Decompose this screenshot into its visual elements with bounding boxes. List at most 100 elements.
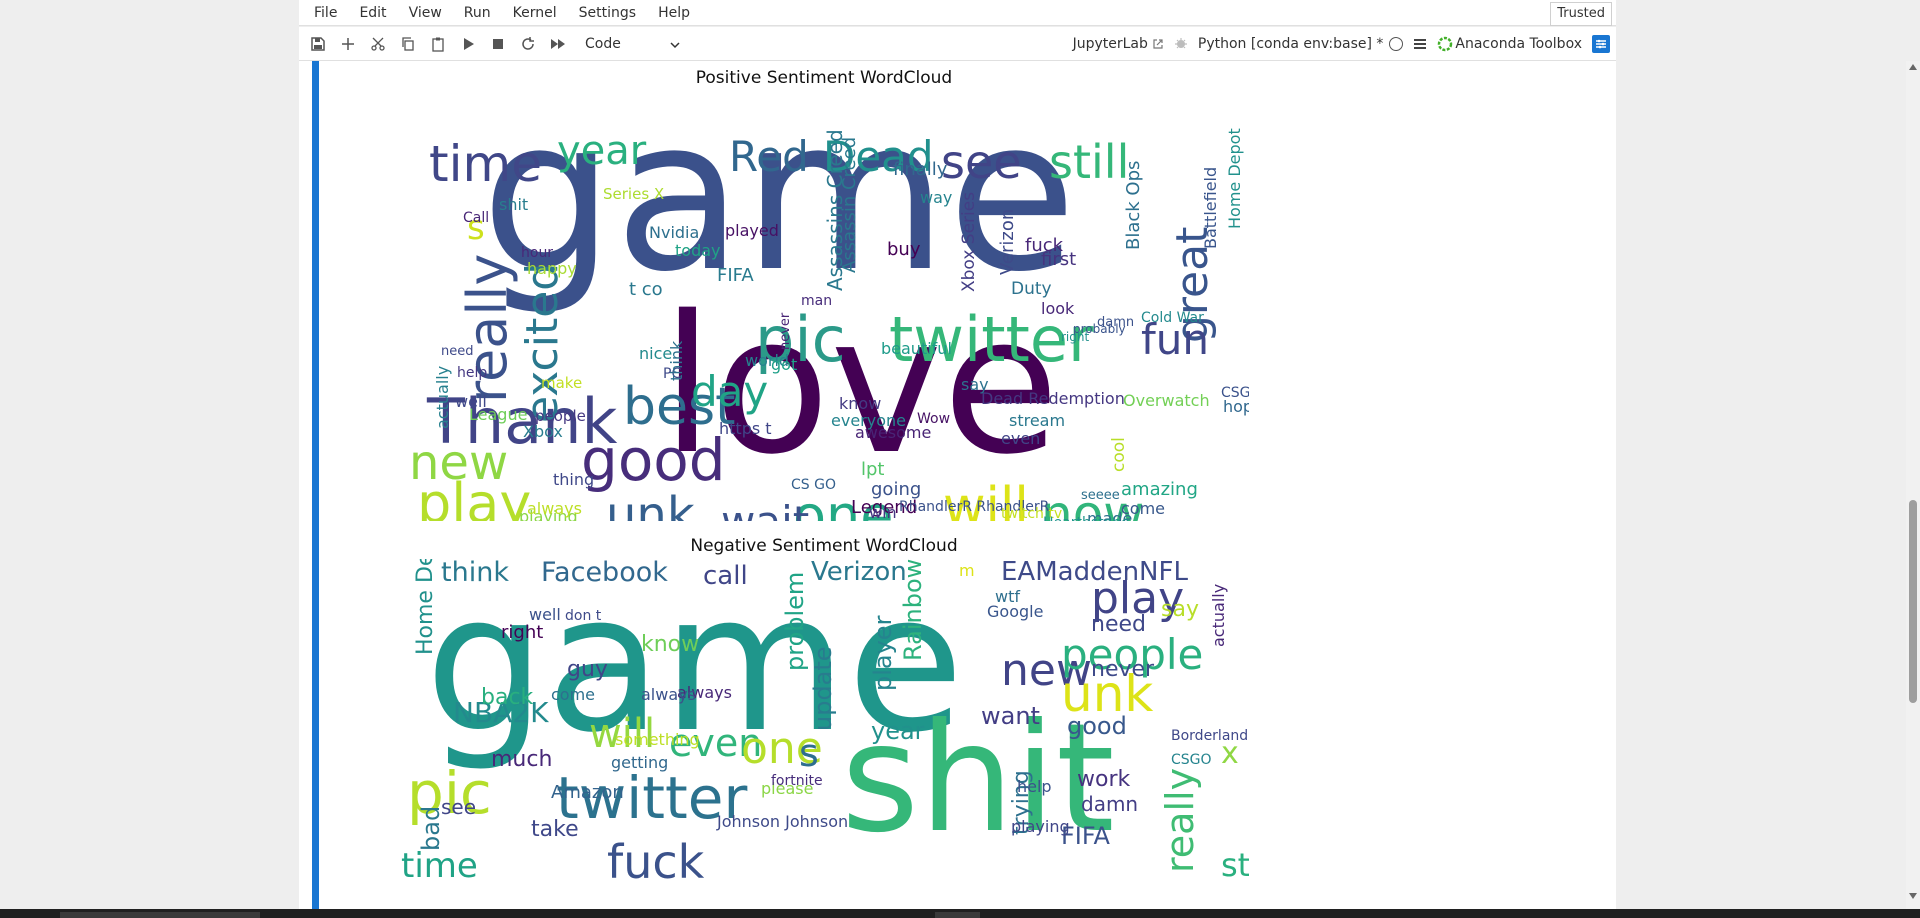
positive-cloud-word: damn [1097, 315, 1135, 330]
menu-file[interactable]: File [314, 4, 338, 21]
negative-cloud-word: right [501, 622, 544, 643]
menu-run[interactable]: Run [463, 4, 491, 21]
menu-settings[interactable]: Settings [578, 4, 637, 21]
positive-cloud-word: Dead [823, 132, 934, 181]
positive-cloud-word: right [1061, 330, 1090, 344]
debugger-button[interactable] [1174, 37, 1188, 51]
insert-cell-button[interactable] [333, 29, 363, 59]
positive-cloud-word: Assassin Creed [839, 136, 860, 273]
negative-cloud-word: people [1061, 630, 1204, 679]
negative-cloud-word: come [551, 685, 596, 704]
negative-cloud-word: m [959, 561, 975, 580]
scroll-up-arrow-icon[interactable] [1909, 64, 1917, 70]
positive-cloud-word: hope [1223, 397, 1249, 416]
positive-cloud-word: League [469, 405, 528, 424]
scroll-down-arrow-icon[interactable] [1909, 893, 1917, 899]
restart-button[interactable] [513, 29, 543, 59]
kernel-status-icon [1389, 36, 1404, 51]
positive-cloud-word: play [417, 472, 532, 522]
plus-icon [342, 37, 354, 50]
negative-cloud-word: FIFA [1061, 822, 1110, 850]
negative-wordcloud-title: Negative Sentiment WordCloud [690, 536, 958, 556]
negative-cloud-word: new [1001, 645, 1092, 696]
positive-cloud-word: come [1121, 499, 1166, 518]
menu-view[interactable]: View [408, 4, 442, 21]
cut-button[interactable] [363, 29, 393, 59]
negative-cloud-word: something [615, 730, 700, 749]
positive-cloud-word: see [941, 135, 1022, 189]
jupyterlab-link[interactable]: JupyterLab [1073, 36, 1164, 52]
active-cell-indicator[interactable] [312, 61, 319, 909]
positive-cloud-word: Duty [1011, 279, 1052, 299]
kernel-name[interactable]: Python [conda env:base] * [1197, 35, 1384, 52]
save-button[interactable] [303, 29, 333, 59]
positive-cloud-word: today [675, 241, 721, 260]
positive-cloud-word: day [691, 367, 769, 416]
taskbar-item[interactable] [60, 912, 260, 918]
negative-cloud-word: take [531, 817, 579, 842]
play-icon [464, 37, 474, 50]
positive-cloud-word: lpt [861, 459, 885, 480]
negative-cloud-word: player [869, 615, 897, 691]
positive-cloud-word: people [535, 407, 586, 425]
negative-cloud-word: much [491, 747, 553, 772]
paste-button[interactable] [423, 29, 453, 59]
positive-cloud-word: cool [1109, 437, 1129, 472]
positive-cloud-word: twitter [889, 303, 1094, 376]
positive-cloud-word: Xbox Series [959, 191, 979, 292]
positive-cloud-word: well [455, 392, 487, 411]
menu-help[interactable]: Help [658, 4, 690, 21]
positive-cloud-word: know [839, 394, 882, 413]
stop-icon [493, 38, 503, 49]
positive-cloud-word: actually [433, 365, 452, 429]
positive-cloud-word: Cold War [1141, 310, 1204, 326]
restart-run-all-button[interactable] [543, 29, 573, 59]
positive-cloud-word: amazing [1121, 479, 1198, 500]
positive-cloud-word: unk [606, 487, 695, 521]
positive-cloud-word: man [801, 293, 833, 309]
positive-cloud-word: awesome [855, 423, 932, 442]
negative-cloud-word: CSGO [1171, 752, 1212, 768]
positive-cloud-word: probably [1073, 322, 1126, 336]
negative-cloud-word: damn [1081, 792, 1139, 816]
vertical-scrollbar[interactable] [1906, 61, 1920, 909]
positive-cloud-word: good [581, 426, 726, 494]
menu-edit[interactable]: Edit [359, 4, 387, 21]
positive-cloud-word: need [441, 344, 474, 359]
toolbar-right: JupyterLab Python [conda env:base] * Ana… [1073, 27, 1616, 61]
negative-cloud-word: help [1017, 777, 1052, 796]
interrupt-button[interactable] [483, 29, 513, 59]
positive-cloud-word: seeee [1081, 488, 1120, 503]
negative-cloud-word: problem [781, 571, 809, 671]
toolbox-settings-icon[interactable] [1592, 34, 1610, 53]
property-inspector-button[interactable] [1413, 37, 1427, 51]
menu-kernel[interactable]: Kernel [512, 4, 557, 21]
chevron-down-icon [670, 41, 680, 48]
cell-type-dropdown[interactable]: Code [585, 29, 685, 59]
positive-cloud-word: beautiful [881, 339, 952, 358]
negative-cloud-word: see [441, 795, 477, 819]
negative-cloud-word: x [1221, 736, 1239, 771]
taskbar-item[interactable] [935, 912, 980, 918]
positive-cloud-word: way [920, 188, 953, 207]
positive-cloud-word: Battlefield [1201, 166, 1220, 249]
positive-cloud-word: game [481, 91, 1077, 318]
positive-cloud-word: year [557, 128, 647, 174]
copy-button[interactable] [393, 29, 423, 59]
trusted-indicator[interactable]: Trusted [1550, 2, 1612, 26]
negative-cloud-word: fuck [607, 835, 705, 889]
positive-cloud-word: hour [521, 245, 554, 261]
negative-cloud-word: good [1067, 712, 1127, 740]
positive-cloud-word: nice [639, 344, 673, 363]
scrollbar-thumb[interactable] [1909, 500, 1917, 703]
anaconda-toolbox-button[interactable]: Anaconda Toolbox [1437, 36, 1582, 52]
positive-cloud-word: never [778, 312, 793, 350]
negative-cloud-word: Facebook [541, 559, 668, 588]
run-button[interactable] [453, 29, 483, 59]
negative-cloud-word: know [641, 632, 700, 657]
negative-cloud-word: play [1091, 573, 1185, 624]
negative-cloud-word: back [481, 685, 534, 710]
positive-cloud-word: FIFA [717, 265, 754, 286]
positive-cloud-word: Nvidia [649, 223, 700, 242]
jupyterlab-link-label: JupyterLab [1072, 35, 1148, 52]
